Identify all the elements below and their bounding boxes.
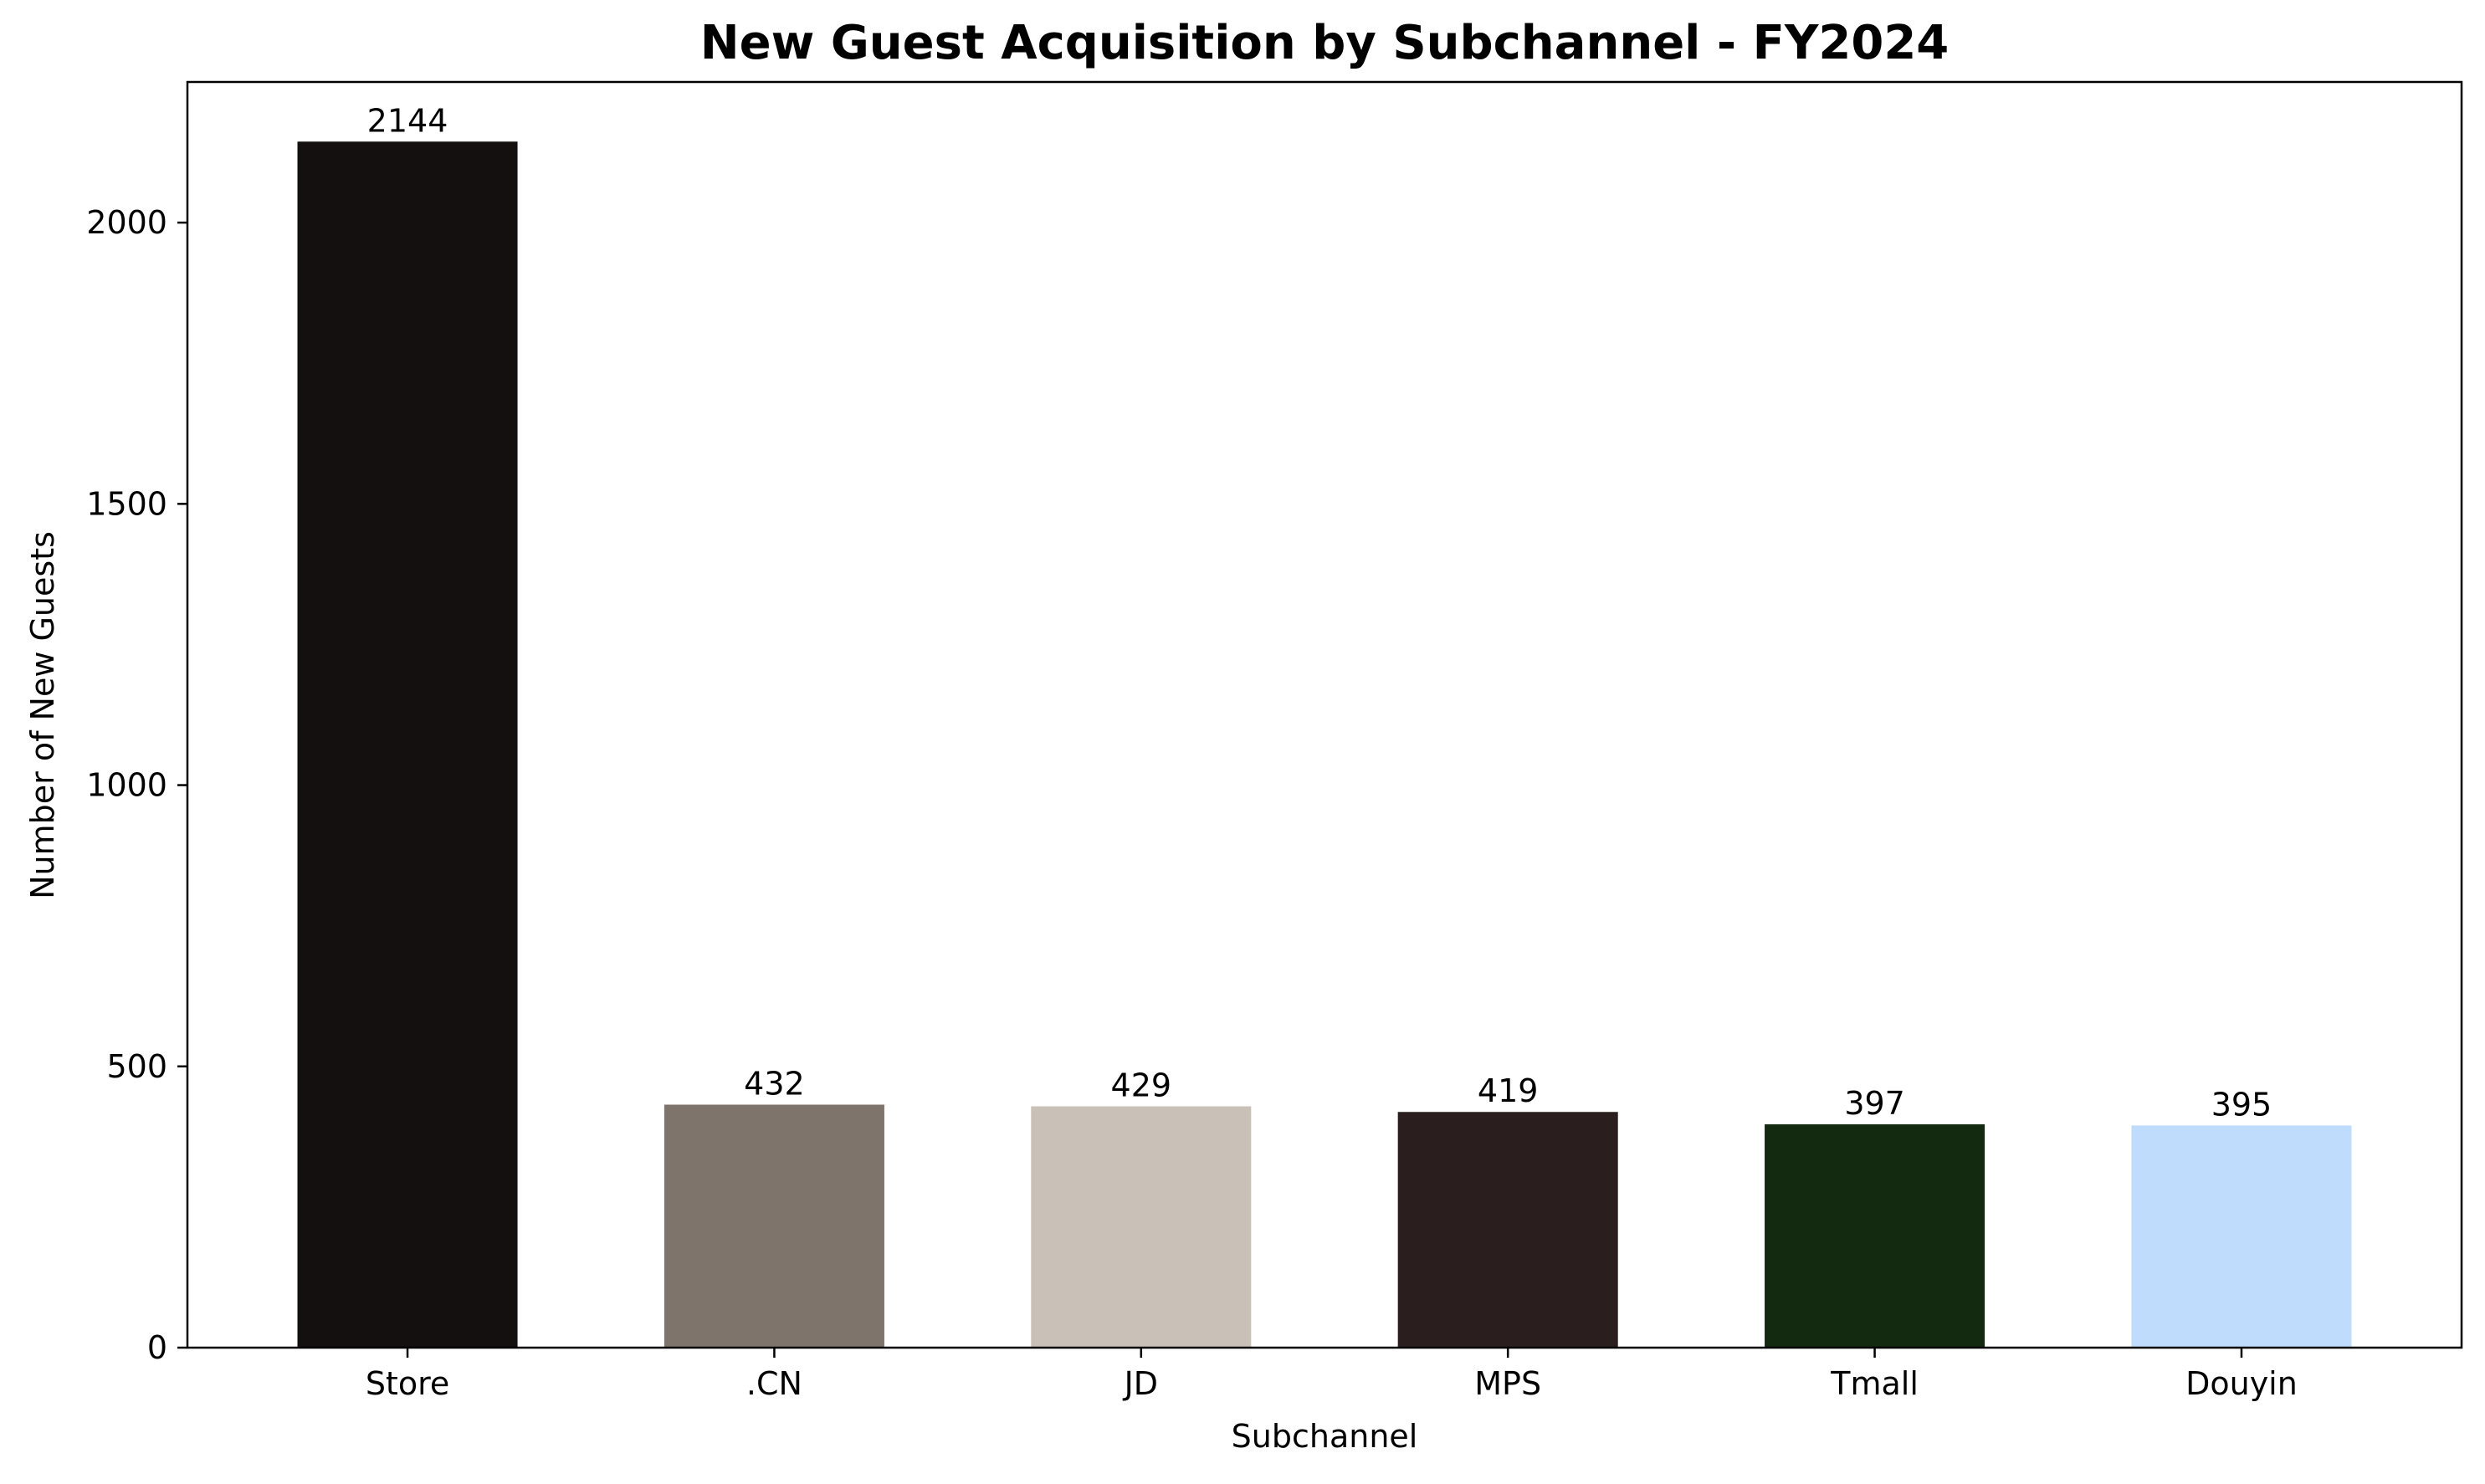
bar-value-label: 395 xyxy=(2211,1086,2272,1123)
bar-value-label: 397 xyxy=(1844,1085,1905,1122)
bar-douyin xyxy=(2131,1125,2352,1348)
plot-frame xyxy=(186,80,2463,1349)
bar-cn xyxy=(664,1104,884,1348)
bar-value-label: 429 xyxy=(1111,1067,1172,1104)
y-tick-label: 500 xyxy=(106,1048,167,1085)
bar-store xyxy=(297,141,518,1348)
value-labels-layer: 2144 432 429 419 397 395 xyxy=(367,102,2272,1123)
bar-tmall xyxy=(1765,1124,1985,1348)
bars-layer xyxy=(297,141,2352,1348)
bar-value-label: 2144 xyxy=(367,102,448,139)
bar-mps xyxy=(1397,1112,1618,1348)
y-ticks-layer: 0 500 1000 1500 2000 xyxy=(86,204,187,1366)
chart-title: New Guest Acquisition by Subchannel - FY… xyxy=(700,16,1950,70)
x-ticks-layer: Store .CN JD MPS Tmall Douyin xyxy=(366,1348,2298,1402)
bar-jd xyxy=(1031,1106,1252,1348)
y-axis-label: Number of New Guests xyxy=(24,531,61,899)
y-tick-label: 0 xyxy=(147,1329,167,1366)
x-tick-label: JD xyxy=(1123,1365,1158,1402)
x-tick-label: .CN xyxy=(746,1365,802,1402)
y-tick-label: 1500 xyxy=(86,485,167,522)
x-tick-label: Tmall xyxy=(1830,1365,1919,1402)
bar-value-label: 419 xyxy=(1478,1072,1539,1109)
x-tick-label: Douyin xyxy=(2185,1365,2298,1402)
x-tick-label: Store xyxy=(366,1365,449,1402)
x-tick-label: MPS xyxy=(1474,1365,1541,1402)
y-tick-label: 1000 xyxy=(86,767,167,804)
x-axis-label: Subchannel xyxy=(1232,1418,1418,1455)
y-tick-label: 2000 xyxy=(86,204,167,241)
bar-value-label: 432 xyxy=(744,1066,805,1103)
